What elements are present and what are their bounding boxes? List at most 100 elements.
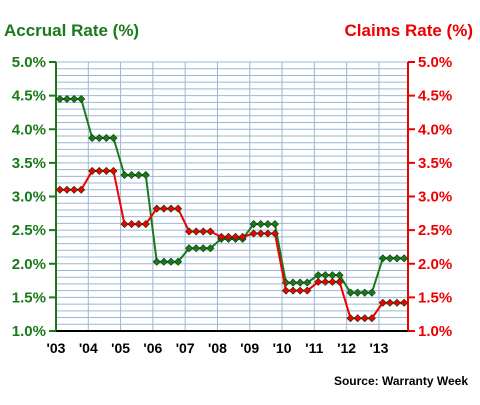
data-point-claims (120, 220, 129, 229)
left-y-tick-label: 2.0% (12, 256, 46, 273)
data-point-accrual (206, 244, 215, 253)
data-point-claims (249, 229, 258, 238)
left-y-tick-label: 3.5% (12, 155, 46, 172)
right-y-tick-label: 1.0% (418, 323, 452, 340)
data-point-accrual (185, 244, 194, 253)
left-axis-title: Accrual Rate (%) (4, 21, 139, 40)
data-point-accrual (70, 94, 79, 104)
data-point-claims (281, 286, 290, 295)
right-y-tick-label: 3.0% (418, 189, 452, 206)
data-point-accrual (55, 94, 64, 104)
data-point-claims (314, 277, 323, 286)
data-point-claims (77, 185, 86, 194)
x-tick-label: '04 (79, 340, 98, 356)
data-point-accrual (159, 257, 168, 266)
data-point-accrual (263, 220, 272, 229)
data-point-claims (378, 298, 387, 307)
data-point-accrual (392, 254, 402, 263)
data-point-claims (256, 229, 265, 238)
data-point-claims (231, 232, 240, 241)
data-point-accrual (328, 271, 337, 280)
right-y-tick-label: 3.5% (418, 155, 452, 172)
data-point-accrual (192, 244, 201, 253)
data-point-claims (360, 314, 369, 323)
data-point-claims (346, 314, 355, 323)
data-point-claims (62, 185, 72, 194)
data-point-accrual (141, 170, 150, 180)
data-point-accrual (321, 271, 330, 280)
x-tick-label: '12 (337, 340, 356, 356)
data-point-claims (238, 232, 247, 241)
data-point-accrual (353, 288, 362, 297)
data-point-accrual (296, 278, 305, 287)
data-point-accrual (385, 254, 394, 263)
data-point-claims (127, 220, 136, 229)
left-y-tick-label: 1.0% (12, 323, 46, 340)
left-y-tick-label: 1.5% (12, 289, 46, 306)
data-point-accrual (346, 288, 355, 297)
x-tick-label: '13 (369, 340, 388, 356)
data-point-claims (88, 166, 97, 175)
series-claims (55, 166, 409, 323)
left-y-tick-label: 4.5% (12, 88, 46, 105)
data-point-accrual (378, 254, 387, 263)
data-point-claims (335, 277, 344, 286)
data-point-accrual (102, 133, 111, 143)
data-point-claims (263, 229, 272, 238)
data-point-claims (321, 277, 330, 286)
x-tick-label: '10 (273, 340, 292, 356)
data-point-accrual (127, 170, 136, 180)
data-point-claims (70, 185, 79, 194)
left-y-tick-label: 4.0% (12, 121, 46, 138)
series-line-claims (59, 169, 405, 320)
data-point-accrual (174, 257, 183, 266)
series-layer (55, 94, 409, 323)
data-point-claims (159, 204, 168, 213)
data-point-accrual (360, 288, 369, 297)
data-point-claims (328, 277, 337, 286)
x-tick-label: '03 (47, 340, 66, 356)
data-point-claims (199, 227, 208, 236)
data-point-claims (270, 229, 279, 238)
data-point-accrual (120, 170, 129, 180)
left-y-tick-label: 3.0% (12, 189, 46, 206)
data-point-claims (224, 232, 233, 241)
data-point-claims (166, 204, 175, 213)
x-tick-label: '08 (208, 340, 227, 356)
x-tick-label: '05 (111, 340, 130, 356)
data-point-claims (141, 220, 150, 229)
data-point-claims (217, 232, 226, 241)
data-point-claims (353, 314, 362, 323)
data-point-claims (385, 298, 394, 307)
source-note: Source: Warranty Week (334, 374, 468, 388)
data-point-accrual (249, 220, 258, 229)
data-point-accrual (400, 254, 409, 263)
data-point-accrual (199, 244, 208, 253)
data-point-accrual (77, 94, 86, 104)
data-point-accrual (256, 220, 265, 229)
data-point-claims (192, 227, 201, 236)
x-tick-label: '11 (305, 340, 323, 356)
data-point-claims (109, 166, 118, 175)
data-point-accrual (109, 133, 118, 143)
left-y-tick-label: 5.0% (12, 54, 46, 71)
data-point-accrual (88, 133, 97, 143)
data-point-claims (95, 166, 104, 175)
data-point-claims (392, 298, 402, 307)
data-point-claims (152, 204, 161, 213)
data-point-claims (185, 227, 194, 236)
right-y-tick-label: 4.5% (418, 88, 452, 105)
data-point-accrual (367, 288, 376, 297)
data-point-claims (206, 227, 215, 236)
right-y-tick-label: 2.0% (418, 256, 452, 273)
data-point-accrual (166, 257, 175, 266)
right-y-tick-labels: 1.0% 1.5% 2.0% 2.5% 3.0% 3.5% 4.0% 4.5% 5.0% (418, 54, 452, 340)
data-point-claims (134, 220, 143, 229)
right-y-tick-label: 1.5% (418, 289, 452, 306)
data-point-accrual (152, 257, 161, 266)
left-y-tick-labels: 1.0% 1.5% 2.0% 2.5% 3.0% 3.5% 4.0% 4.5% 5.0% (12, 54, 46, 340)
data-point-claims (303, 286, 312, 295)
grid (55, 61, 408, 331)
right-axis-title: Claims Rate (%) (345, 21, 473, 40)
